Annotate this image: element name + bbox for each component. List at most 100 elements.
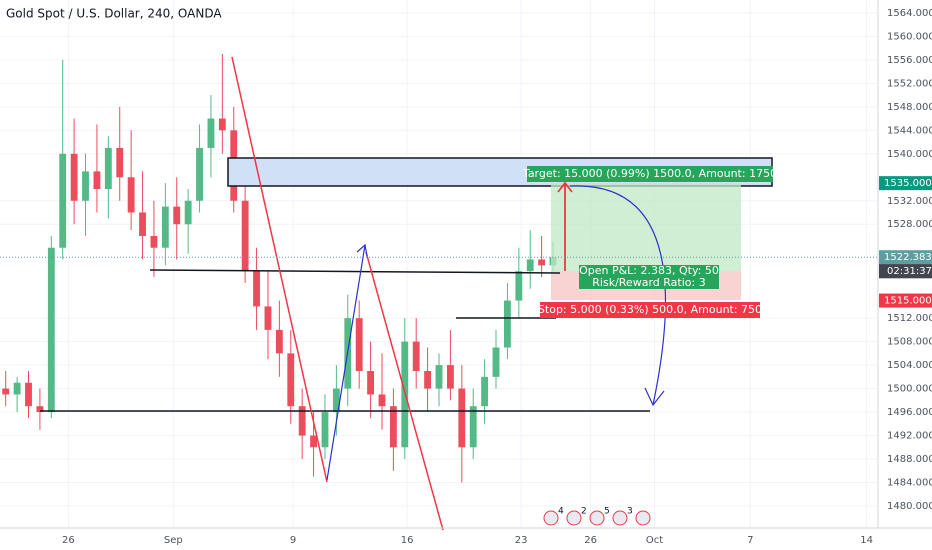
candle-body [139, 212, 146, 236]
axes: 1480.000 1484.000 1488.000 1492.000 1496.000… [0, 8, 932, 546]
candle-body [310, 435, 317, 448]
event-icon [612, 510, 628, 526]
y-tick-label: 1560.000 [887, 31, 932, 42]
y-tick-label: 1500.000 [887, 384, 932, 395]
countdown-box [879, 264, 932, 279]
candle-body [36, 406, 44, 413]
grid [0, 0, 878, 528]
candle-body [469, 406, 477, 448]
event-count: 5 [604, 507, 610, 517]
candle-body [47, 247, 55, 413]
y-tick-label: 1556.000 [887, 55, 932, 66]
candle-body [13, 382, 21, 395]
y-tick-label: 1548.000 [887, 102, 932, 113]
blue-curve-arrow[interactable] [569, 185, 667, 407]
y-tick-label: 1564.000 [887, 8, 932, 19]
ratio-label: Risk/Reward Ratio: 3 [592, 276, 705, 289]
red-line[interactable] [365, 251, 444, 531]
candle-body [196, 147, 203, 201]
candle-body [93, 171, 101, 190]
x-tick-label: 7 [747, 535, 753, 546]
candle-body [173, 206, 181, 225]
candle-body [367, 370, 375, 395]
event-count: 2 [581, 507, 587, 517]
candle-body [127, 177, 135, 213]
candle-body [321, 412, 329, 448]
pnl-label: Open P&L: 2.383, Qty: 50 [579, 264, 719, 277]
x-tick-label: 23 [515, 535, 528, 546]
chart-title: Gold Spot / U.S. Dollar, 240, OANDA [6, 7, 222, 21]
x-tick-label: 16 [401, 535, 414, 546]
blue-arrow[interactable] [326, 243, 368, 481]
price-label: 1515.000 [884, 296, 932, 307]
y-tick-label: 1552.000 [887, 78, 932, 89]
candle-body [378, 394, 386, 407]
y-tick-label: 1504.000 [887, 360, 932, 371]
price-label-box [879, 250, 932, 265]
x-tick-label: 14 [860, 535, 873, 546]
y-tick-label: 1540.000 [887, 149, 932, 160]
y-tick-label: 1480.000 [887, 501, 932, 512]
price-label: 1535.000 [884, 178, 932, 189]
red-arrow[interactable] [557, 181, 573, 271]
candle-body [287, 353, 295, 407]
event-count: 3 [627, 507, 633, 517]
stop-label: Stop: 5.000 (0.33%) 500.0, Amount: 750 [538, 303, 762, 316]
candle-body [253, 271, 260, 307]
candle-body [218, 118, 226, 131]
candle-body [458, 388, 466, 448]
event-icon [543, 510, 559, 526]
candle-body [526, 259, 534, 272]
target-label: Target: 15.000 (0.99%) 1500.0, Amount: 1… [522, 167, 777, 180]
candle-body [424, 370, 432, 389]
y-tick-label: 1484.000 [887, 478, 932, 489]
y-tick-label: 1508.000 [887, 337, 932, 348]
candle-body [275, 329, 283, 354]
trend-line[interactable] [149, 269, 561, 274]
price-label-box [879, 176, 932, 191]
event-icon [589, 510, 605, 526]
candle-body [184, 200, 192, 225]
event-icon [635, 510, 651, 526]
candle-body [241, 200, 249, 272]
event-count: 4 [558, 507, 564, 517]
candle-body [104, 147, 112, 190]
candle-body [25, 382, 32, 407]
candle-body [2, 388, 10, 395]
target-zone[interactable] [551, 183, 741, 271]
y-tick-label: 1488.000 [887, 454, 932, 465]
candle-body [412, 341, 420, 371]
y-tick-label: 1544.000 [887, 125, 932, 136]
red-line[interactable] [231, 56, 328, 483]
x-tick-label: Sep [164, 535, 183, 546]
candle-body [207, 118, 215, 148]
candle-body [298, 406, 306, 436]
y-tick-label: 1496.000 [887, 407, 932, 418]
candle-body [70, 153, 78, 201]
y-tick-label: 1532.000 [887, 196, 932, 207]
price-label: 1522.383 [884, 252, 932, 263]
candle-body [355, 318, 363, 371]
candle-body [538, 259, 546, 266]
candle-body [332, 388, 340, 413]
price-label-box [879, 293, 932, 308]
pnl-box [579, 265, 719, 289]
x-tick-label: 26 [62, 535, 75, 546]
candle-body [389, 406, 397, 448]
stop-box [540, 302, 760, 318]
x-tick-label: 26 [584, 535, 597, 546]
candle-body [446, 365, 454, 389]
candle-body [116, 147, 124, 178]
candle-body [264, 306, 272, 330]
target-box [527, 166, 773, 182]
candle-body [492, 347, 500, 377]
event-icon [566, 510, 582, 526]
candle-body [503, 300, 511, 348]
candle-body [59, 153, 67, 248]
y-tick-label: 1492.000 [887, 431, 932, 442]
candle-body [82, 171, 89, 201]
countdown: 02:31:37 [887, 266, 932, 277]
candle-body [435, 365, 443, 389]
x-tick-label: Oct [646, 535, 663, 546]
